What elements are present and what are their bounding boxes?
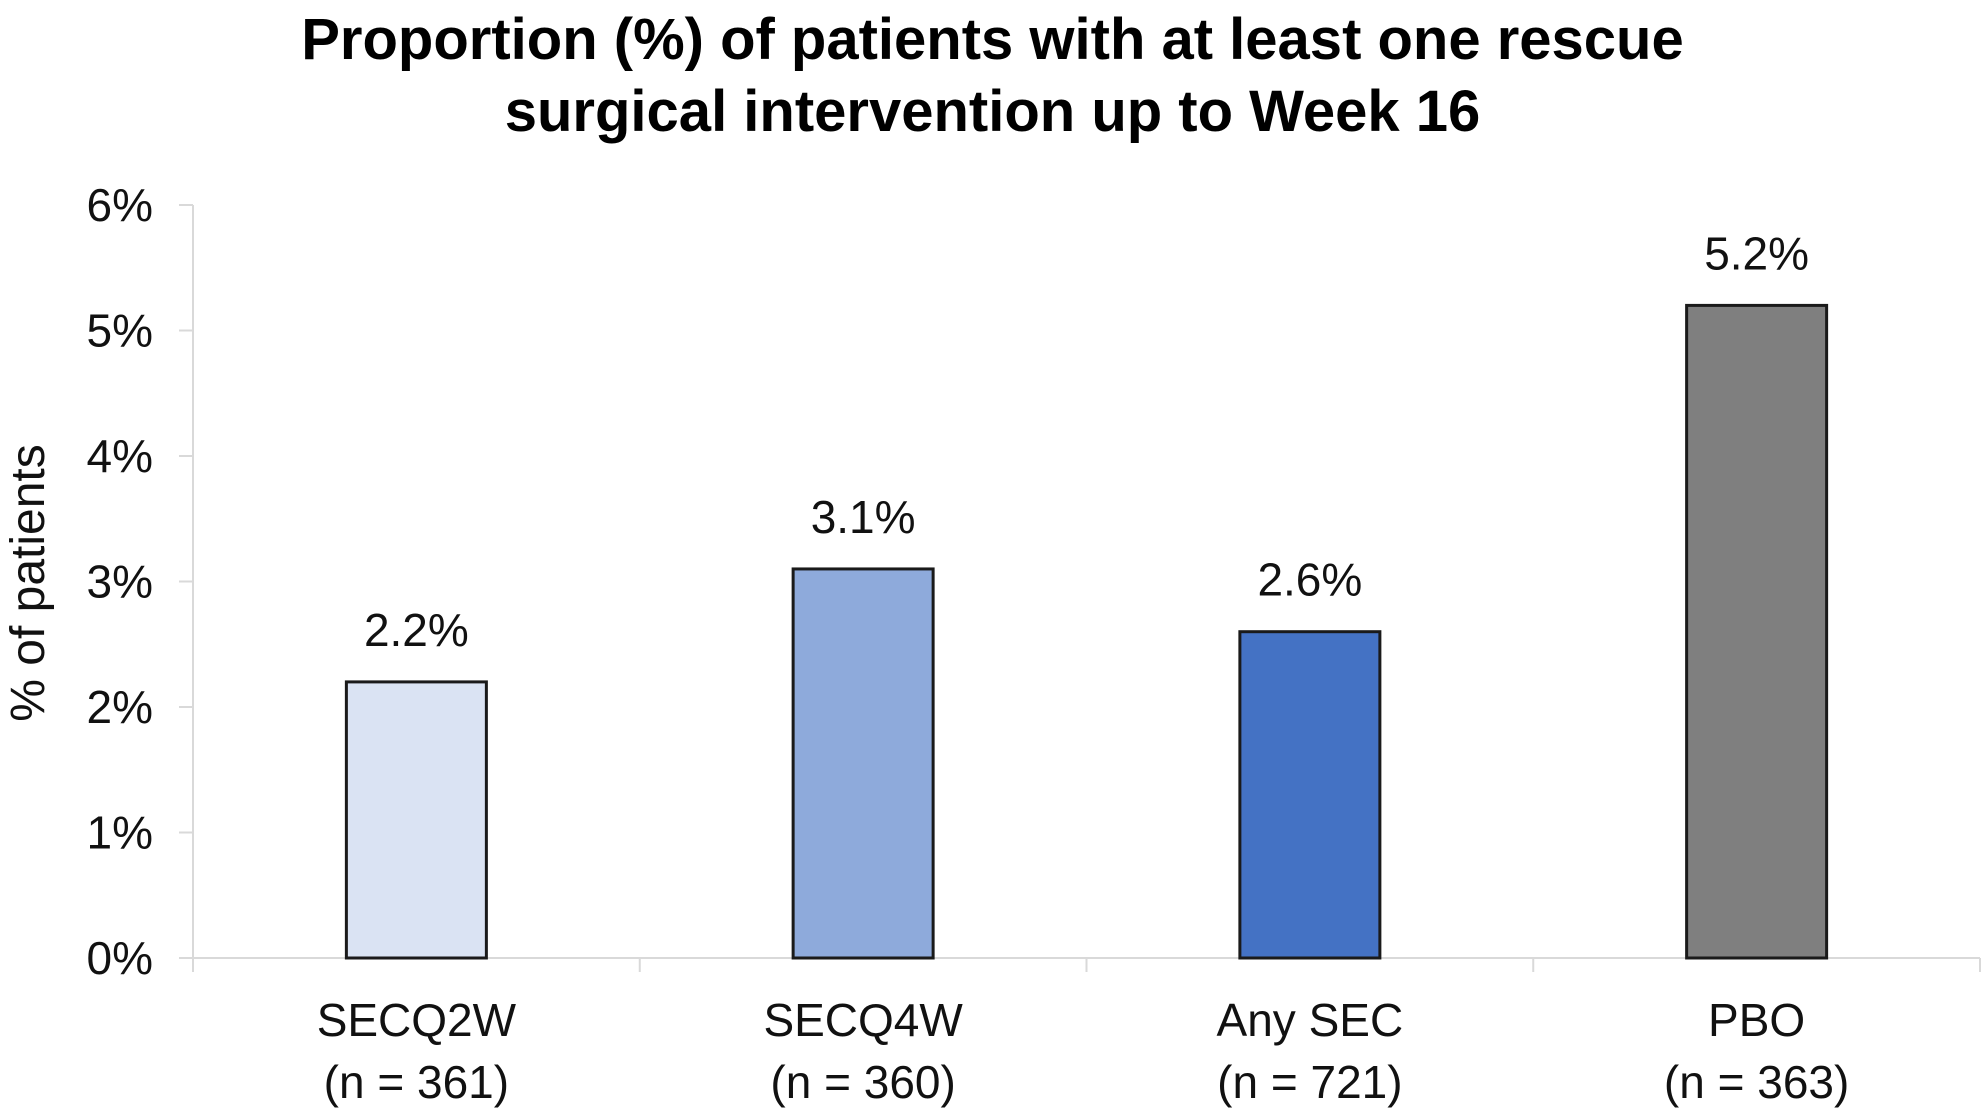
x-category-label: Any SEC <box>1217 994 1404 1046</box>
x-category-n-label: (n = 363) <box>1664 1056 1849 1108</box>
x-category-n-label: (n = 360) <box>770 1056 955 1108</box>
x-category-label: PBO <box>1708 994 1805 1046</box>
bars <box>344 303 1829 960</box>
x-category-label: SECQ4W <box>763 994 963 1046</box>
data-label: 5.2% <box>1704 227 1809 279</box>
chart-title-line: Proportion (%) of patients with at least… <box>301 7 1684 72</box>
y-tick-label: 1% <box>87 807 153 859</box>
x-category-n-label: (n = 361) <box>324 1056 509 1108</box>
y-tick-label: 2% <box>87 681 153 733</box>
y-tick-label: 4% <box>87 430 153 482</box>
data-label: 3.1% <box>811 491 916 543</box>
y-axis-title: % of patients <box>2 444 55 722</box>
bar-any-sec <box>1238 630 1382 960</box>
y-axis-title-group: % of patients <box>2 444 55 722</box>
chart-title: Proportion (%) of patients with at least… <box>0 4 1985 148</box>
data-label: 2.6% <box>1257 554 1362 606</box>
bar-secq2w <box>344 680 488 960</box>
bar-secq4w <box>791 567 935 960</box>
y-tick-label: 0% <box>87 932 153 984</box>
y-tick-label: 5% <box>87 305 153 357</box>
labels: 2.2% SECQ2W (n = 361) 3.1% SECQ4W (n = 360) 2.… <box>317 227 1850 1108</box>
data-label: 2.2% <box>364 604 469 656</box>
y-tick-label: 6% <box>87 179 153 231</box>
y-tick-label: 3% <box>87 556 153 608</box>
chart-title-line: surgical intervention up to Week 16 <box>504 79 1481 144</box>
axes: 0% 1% 2% 3% 4% 5% 6% <box>87 179 1981 984</box>
bar-pbo <box>1685 303 1829 960</box>
x-category-label: SECQ2W <box>317 994 517 1046</box>
x-category-n-label: (n = 721) <box>1217 1056 1402 1108</box>
